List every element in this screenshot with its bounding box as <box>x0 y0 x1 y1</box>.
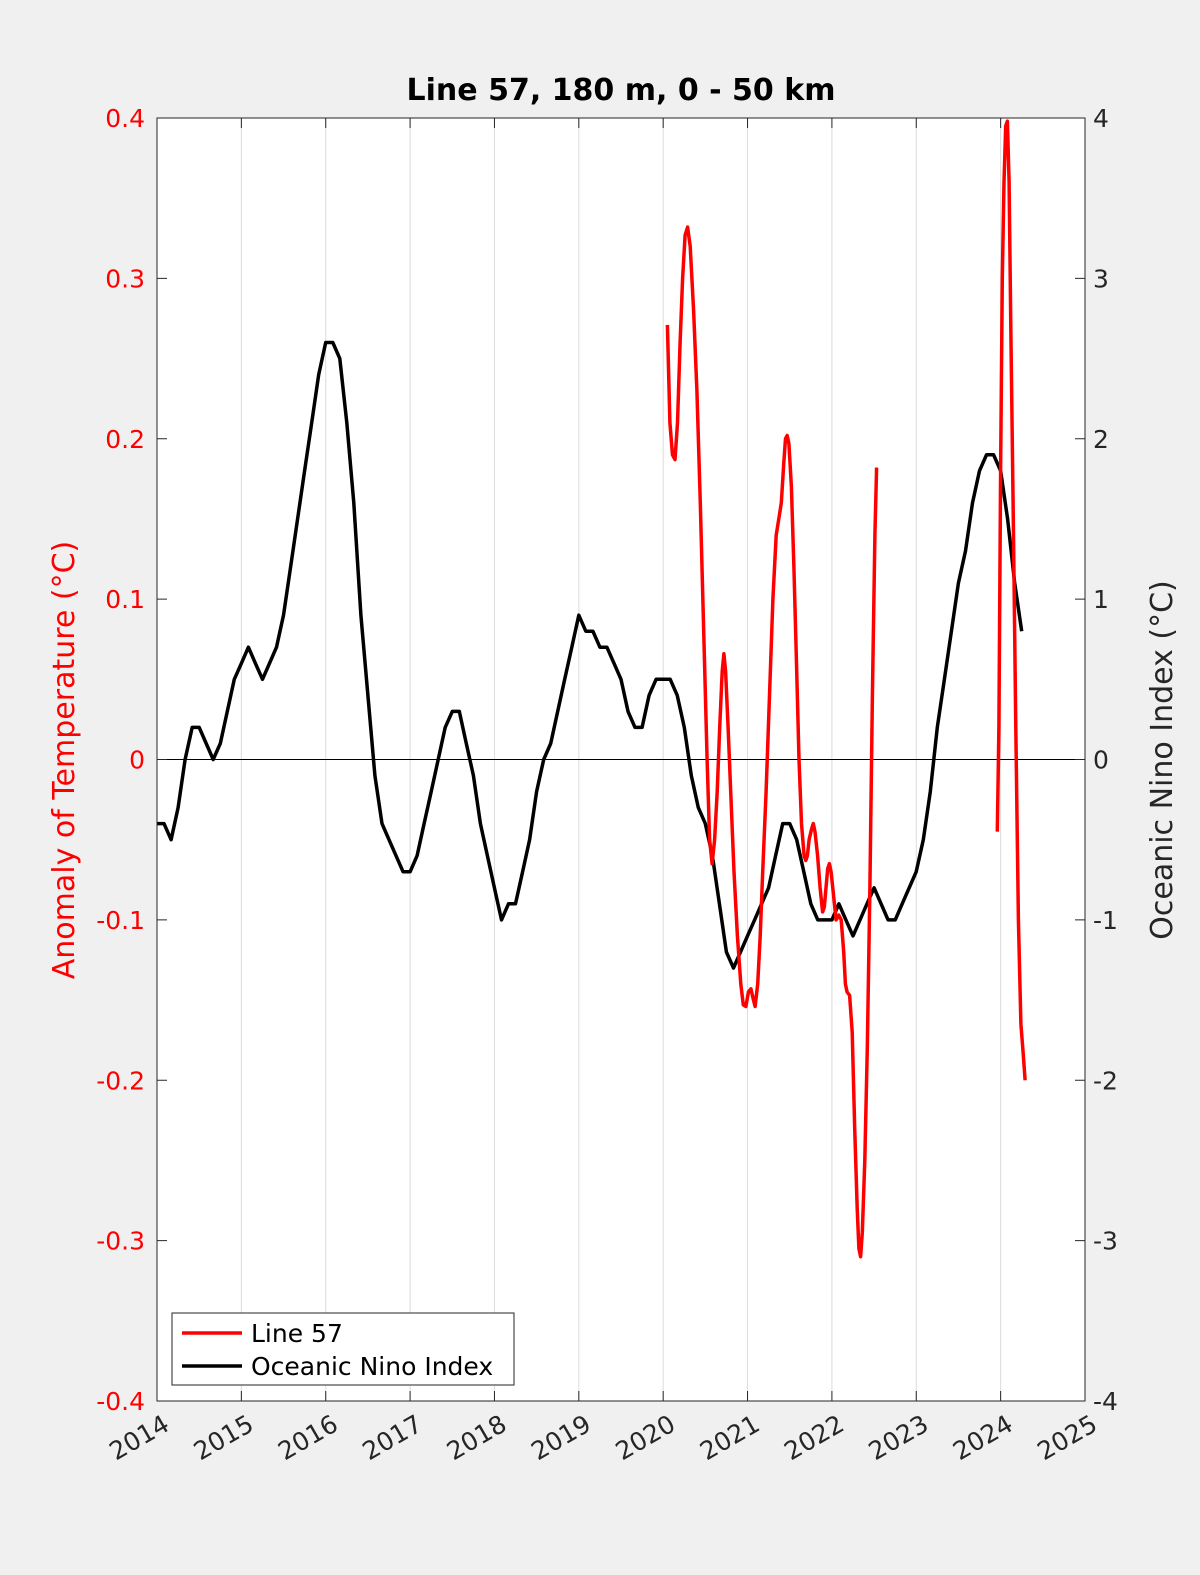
series-line-line-57 <box>995 119 1027 1081</box>
y-right-tick-label: -1 <box>1093 906 1118 935</box>
y-left-tick-label: 0.3 <box>105 264 145 293</box>
y-right-tick-label: 4 <box>1093 104 1109 133</box>
axis-tick-labels: 2014 2015 2016 2017 2018 2019 2020 2021 2022 2023… <box>96 104 1118 1466</box>
axis-ticks <box>156 117 1086 1402</box>
y-right-tick-label: 1 <box>1093 585 1109 614</box>
y-right-tick-label: -3 <box>1093 1227 1118 1256</box>
y-left-tick-label: 0 <box>129 746 145 775</box>
y-left-tick-label: -0.4 <box>96 1387 145 1416</box>
legend: Line 57 Oceanic Nino Index <box>171 1312 515 1386</box>
y-left-tick-label: -0.2 <box>96 1066 145 1095</box>
y-right-tick-label: -4 <box>1093 1387 1118 1416</box>
y-axis-left-label: Anomaly of Temperature (°C) <box>47 541 82 980</box>
chart-title: Line 57, 180 m, 0 - 50 km <box>407 73 836 108</box>
y-left-tick-label: 0.2 <box>105 425 145 454</box>
y-left-tick-label: 0.1 <box>105 585 145 614</box>
y-left-tick-label: -0.1 <box>96 906 145 935</box>
y-right-tick-label: 0 <box>1093 746 1109 775</box>
legend-box <box>171 1312 515 1386</box>
series-line-oceanic-nino-index <box>157 340 1024 970</box>
y-axis-right-label: Oceanic Nino Index (°C) <box>1145 580 1180 940</box>
series-layer <box>157 119 1027 1259</box>
y-left-tick-label: 0.4 <box>105 104 145 133</box>
legend-label-oni: Oceanic Nino Index <box>251 1352 493 1381</box>
y-right-tick-label: 3 <box>1093 264 1109 293</box>
y-right-tick-label: -2 <box>1093 1066 1118 1095</box>
y-left-tick-label: -0.3 <box>96 1227 145 1256</box>
y-right-tick-label: 2 <box>1093 425 1109 454</box>
legend-label-line57: Line 57 <box>251 1319 343 1348</box>
series-line-line-57 <box>665 225 879 1259</box>
